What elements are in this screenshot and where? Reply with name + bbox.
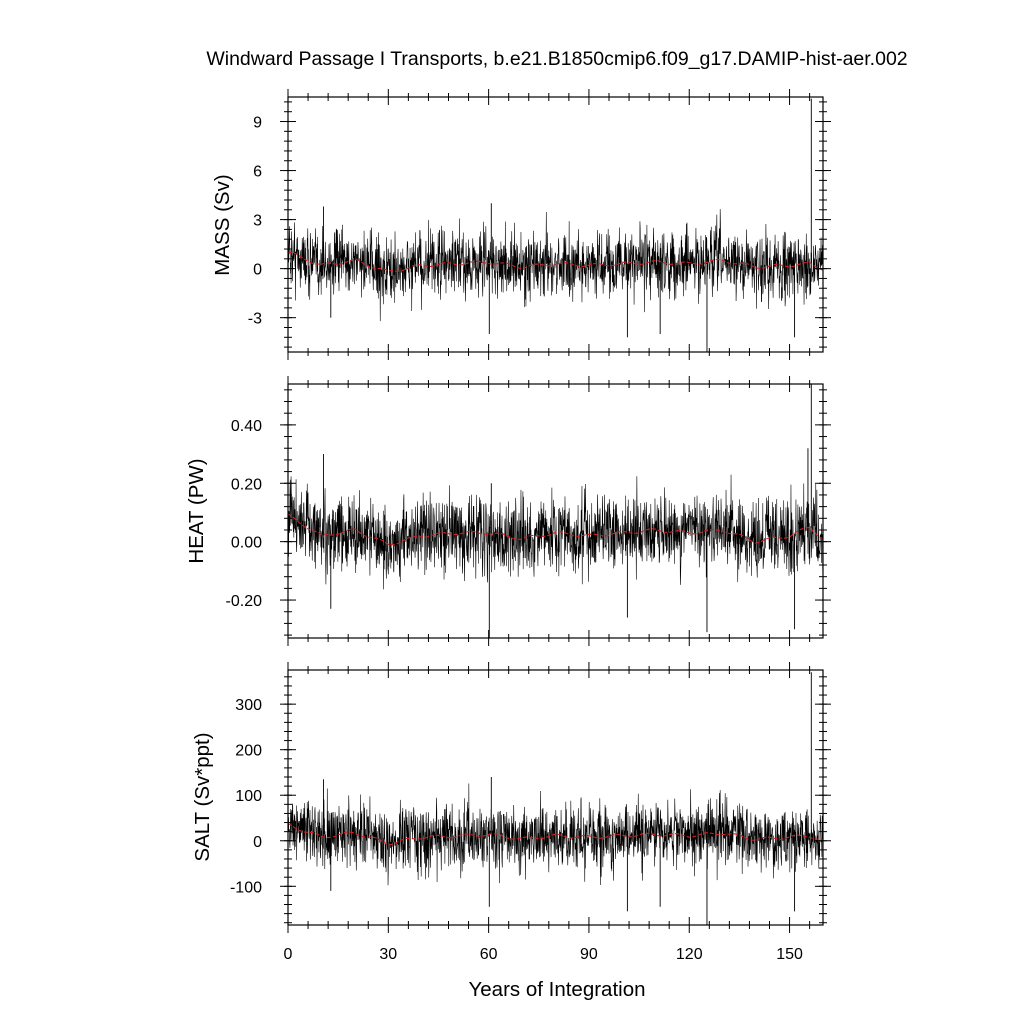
salt-y-tick-label-2: 100 xyxy=(235,788,262,805)
salt-plot-frame xyxy=(287,669,824,926)
salt-y-axis-label: SALT (Sv*ppt) xyxy=(191,732,214,861)
salt-y-tick-label-4: -100 xyxy=(230,879,262,896)
salt-series-layer xyxy=(287,672,824,925)
x-tick-label-4: 120 xyxy=(676,946,703,963)
x-tick-label-0: 0 xyxy=(284,946,293,963)
heat-y-tick-label-2: 0.00 xyxy=(231,535,262,552)
mass-y-tick-label-1: 6 xyxy=(253,164,262,181)
mass-monthly-series-line xyxy=(287,209,824,322)
mass-y-tick-label-4: -3 xyxy=(248,311,262,328)
x-axis-label: Years of Integration xyxy=(468,978,645,1001)
heat-y-tick-label-3: -0.20 xyxy=(226,593,263,610)
chart-title: Windward Passage I Transports, b.e21.B18… xyxy=(206,48,907,70)
heat-y-tick-label-1: 0.20 xyxy=(231,476,262,493)
mass-y-tick-label-0: 9 xyxy=(253,115,262,132)
heat-plot-frame xyxy=(287,383,824,639)
x-tick-label-5: 150 xyxy=(776,946,803,963)
salt-y-tick-label-1: 200 xyxy=(235,743,262,760)
salt-monthly-series-line xyxy=(287,783,824,886)
heat-y-tick-label-0: 0.40 xyxy=(231,418,262,435)
mass-y-axis-label: MASS (Sv) xyxy=(211,174,234,275)
mass-y-tick-label-3: 0 xyxy=(253,262,262,279)
salt-panel: 300 200 100 0 -100 0 30 60 90 120 150 SALT (Sv*ppt… xyxy=(191,662,831,963)
heat-tick-layer: 0.40 0.20 0.00 -0.20 xyxy=(226,376,831,646)
heat-monthly-series-line xyxy=(287,474,824,590)
mass-tick-layer: 9 6 3 0 -3 xyxy=(248,89,831,360)
mass-panel: 9 6 3 0 -3 MASS (Sv) xyxy=(211,89,831,360)
x-tick-label-3: 90 xyxy=(580,946,598,963)
salt-y-tick-label-0: 300 xyxy=(235,697,262,714)
heat-panel: 0.40 0.20 0.00 -0.20 HEAT (PW) xyxy=(185,376,831,646)
heat-smoothed-series-line xyxy=(287,513,824,546)
mass-series-layer xyxy=(287,98,824,352)
mass-smoothed-series-line xyxy=(287,251,824,272)
salt-tick-layer: 300 200 100 0 -100 0 30 60 90 120 150 xyxy=(230,662,831,963)
x-tick-label-1: 30 xyxy=(379,946,397,963)
heat-series-layer xyxy=(287,384,824,638)
heat-y-axis-label: HEAT (PW) xyxy=(185,458,208,563)
salt-y-tick-label-3: 0 xyxy=(253,834,262,851)
mass-plot-frame xyxy=(287,96,824,353)
mass-y-tick-label-2: 3 xyxy=(253,213,262,230)
x-tick-label-2: 60 xyxy=(480,946,498,963)
salt-smoothed-series-line xyxy=(287,822,824,846)
